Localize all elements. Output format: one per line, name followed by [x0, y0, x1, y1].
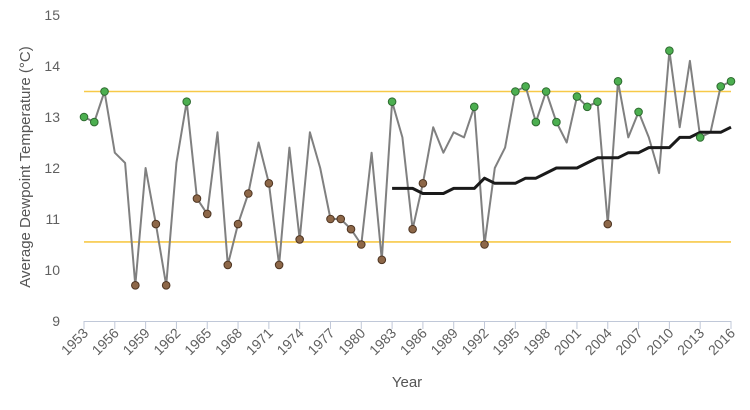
low-point-marker	[603, 219, 613, 229]
x-tick-label: 2010	[643, 325, 676, 358]
x-tick-label: 1962	[150, 325, 183, 358]
reference-lines	[84, 90, 731, 243]
y-tick-label: 10	[44, 262, 60, 278]
low-point-marker	[264, 179, 274, 188]
high-point-marker	[613, 77, 623, 86]
low-point-marker	[356, 240, 366, 249]
low-point-marker	[223, 260, 233, 270]
high-point-marker	[100, 87, 109, 96]
low-point-marker	[480, 240, 489, 249]
x-tick-label: 1953	[58, 325, 91, 358]
low-point-marker	[418, 179, 428, 188]
x-tick-label: 2007	[612, 325, 645, 358]
x-axis-title: Year	[392, 374, 422, 391]
high-point-marker	[79, 112, 89, 122]
high-point-marker	[511, 87, 520, 96]
y-tick-label: 15	[44, 7, 60, 23]
high-point-marker	[541, 87, 551, 96]
x-tick-label: 1998	[520, 325, 553, 358]
low-point-marker	[151, 219, 161, 229]
x-tick-label: 1974	[273, 325, 306, 358]
low-point-marker	[336, 214, 346, 224]
high-point-marker	[716, 82, 726, 91]
y-tick-label: 9	[52, 313, 60, 329]
high-point-marker	[387, 97, 397, 106]
x-tick-label: 2001	[551, 325, 584, 358]
high-point-marker	[665, 46, 674, 56]
x-tick-label: 1977	[304, 325, 337, 358]
running-mean-line	[392, 125, 732, 195]
low-point-marker	[131, 281, 140, 290]
low-point-marker	[161, 281, 171, 290]
high-point-marker	[469, 102, 479, 112]
high-point-marker	[726, 77, 736, 86]
x-tick-label: 1965	[181, 325, 214, 358]
annual-series-line	[83, 49, 732, 287]
y-tick-label: 11	[45, 211, 60, 227]
markers-layer	[79, 46, 736, 290]
x-tick-label: 1995	[489, 325, 522, 358]
high-point-marker	[531, 117, 541, 127]
low-point-marker	[295, 235, 304, 244]
low-point-marker	[346, 224, 356, 234]
x-tick-label: 1986	[397, 325, 430, 358]
high-point-marker	[634, 107, 643, 117]
low-point-marker	[326, 214, 335, 224]
x-tick-label: 1989	[427, 325, 460, 358]
high-point-marker	[593, 97, 602, 106]
high-point-marker	[552, 117, 561, 127]
x-tick-label: 2013	[674, 325, 707, 358]
x-tick-label: 2016	[705, 325, 738, 358]
low-point-marker	[377, 255, 387, 265]
high-point-marker	[89, 117, 99, 127]
low-point-marker	[274, 260, 284, 270]
low-point-marker	[408, 224, 417, 234]
x-tick-label: 1968	[212, 325, 245, 358]
y-axis-title: Average Dewpoint Temperature (°C)	[17, 46, 34, 287]
low-point-marker	[192, 194, 202, 203]
y-tick-label: 14	[44, 58, 60, 74]
x-tick-label: 1980	[335, 325, 368, 358]
high-point-marker	[582, 102, 592, 112]
x-tick-label: 1983	[366, 325, 399, 358]
x-tick-label: 2004	[582, 325, 615, 358]
series-layer	[83, 49, 732, 287]
x-tick-label: 1959	[119, 325, 152, 358]
high-point-marker	[182, 97, 191, 106]
high-point-marker	[572, 92, 582, 101]
y-tick-label: 13	[44, 109, 60, 125]
x-tick-label: 1971	[243, 325, 276, 358]
high-point-marker	[521, 82, 530, 91]
high-point-marker	[695, 133, 705, 142]
x-tick-label: 1992	[458, 325, 491, 358]
low-point-marker	[202, 209, 212, 219]
low-point-marker	[233, 219, 243, 229]
y-tick-label: 12	[44, 160, 60, 176]
x-tick-label: 1956	[89, 325, 122, 358]
low-point-marker	[244, 189, 253, 198]
